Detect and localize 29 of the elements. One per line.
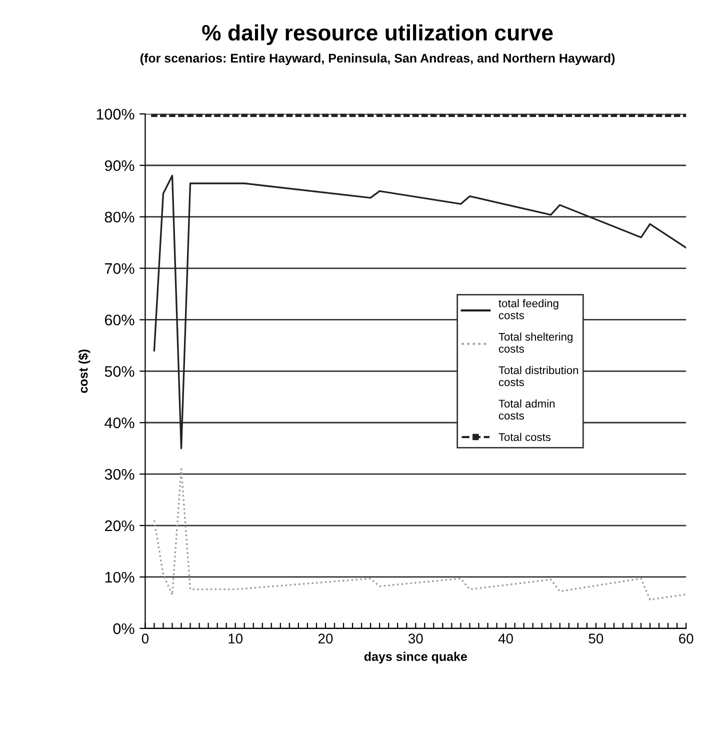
y-tick-label: 80% — [104, 212, 134, 223]
y-tick-label: 40% — [104, 417, 134, 428]
y-tick-label: 50% — [104, 366, 134, 377]
y-tick-label: 0% — [113, 623, 134, 634]
y-axis-title: cost ($) — [78, 350, 90, 393]
y-tick-label: 20% — [104, 520, 134, 532]
x-tick-label: 0 — [142, 634, 149, 644]
y-tick-label: 30% — [104, 468, 134, 480]
legend-label: Total costs — [498, 432, 551, 442]
x-tick-label: 50 — [588, 634, 604, 644]
x-tick-label: 30 — [408, 634, 423, 644]
legend-label: Total sheltering costs — [498, 332, 572, 353]
y-tick-label: 100% — [96, 108, 134, 120]
x-tick-label: 20 — [318, 634, 333, 644]
chart-subtitle: (for scenarios: Entire Hayward, Peninsula, San Andreas, and Northern Hayward) — [140, 53, 615, 66]
x-tick-label: 60 — [679, 634, 694, 644]
y-tick-label: 10% — [105, 572, 134, 583]
line-series — [153, 174, 686, 450]
text: Total distribution costs — [498, 366, 578, 386]
chart-title: % daily resource utilization curve — [202, 24, 553, 46]
legend-label: total feeding costs — [498, 299, 558, 320]
x-axis-title: days since quake — [364, 652, 467, 664]
y-tick-label: 90% — [104, 160, 134, 172]
y-tick-label: 60% — [104, 314, 134, 326]
x-tick-label: 10 — [228, 634, 243, 644]
line-series — [153, 468, 686, 600]
y-tick-label: 70% — [104, 263, 134, 274]
text: Total admin costs — [498, 399, 555, 420]
x-tick-label: 40 — [498, 634, 513, 644]
